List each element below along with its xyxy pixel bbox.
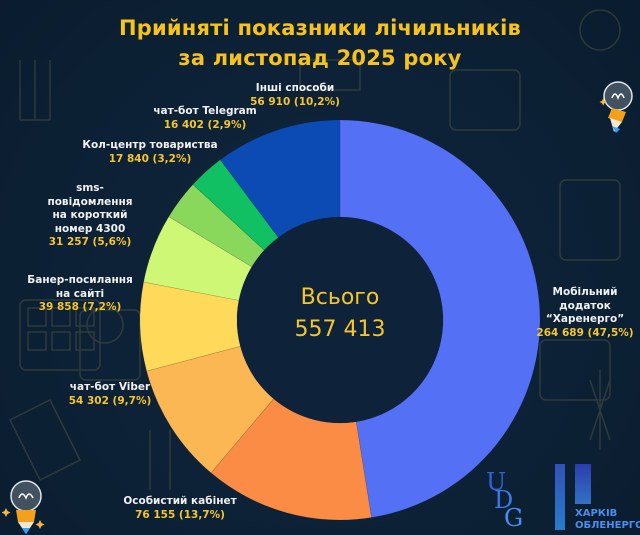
svg-text:G: G <box>504 504 523 528</box>
svg-text:U: U <box>486 468 506 496</box>
total-label: Всього <box>300 285 380 310</box>
chart-title-line-1: Прийняті показники лічильників <box>118 16 522 40</box>
lightbulb-icon <box>2 480 45 534</box>
udg-logo-mark-icon: U D G <box>486 468 523 528</box>
svg-text:D: D <box>494 486 513 514</box>
company-logo: U D G ХАРКІВ ОБЛЕНЕРГО <box>482 462 640 532</box>
label-other-methods: Інші способи 56 910 (10,2%) <box>250 82 340 108</box>
logo-text-line-1: ХАРКІВ <box>575 508 618 519</box>
label-personal-cabinet: Особистий кабінет 76 155 (13,7%) <box>123 495 237 521</box>
logo-bar <box>575 464 591 504</box>
label-call-center: Кол-центр товариства 17 840 (3,2%) <box>82 139 218 165</box>
logo-text-line-2: ОБЛЕНЕРГО <box>575 520 640 531</box>
label-mobile-app: Мобільний додаток “Харенерго” 264 689 (4… <box>536 286 634 339</box>
donut-hole <box>237 217 443 423</box>
label-website-banner: Банер-посилання на сайті 39 858 (7,2%) <box>27 274 133 313</box>
label-sms: sms-повідомлення на короткий номер 4300 … <box>47 182 133 248</box>
label-telegram-bot: чат-бот Telegram 16 402 (2,9%) <box>153 105 257 131</box>
total-value: 557 413 <box>294 317 386 342</box>
lightbulb-icon <box>599 81 633 133</box>
logo-bar <box>555 464 565 530</box>
label-viber-bot: чат-бот Viber 54 302 (9,7%) <box>68 381 152 407</box>
chart-title-line-2: за листопад 2025 року <box>178 46 462 70</box>
